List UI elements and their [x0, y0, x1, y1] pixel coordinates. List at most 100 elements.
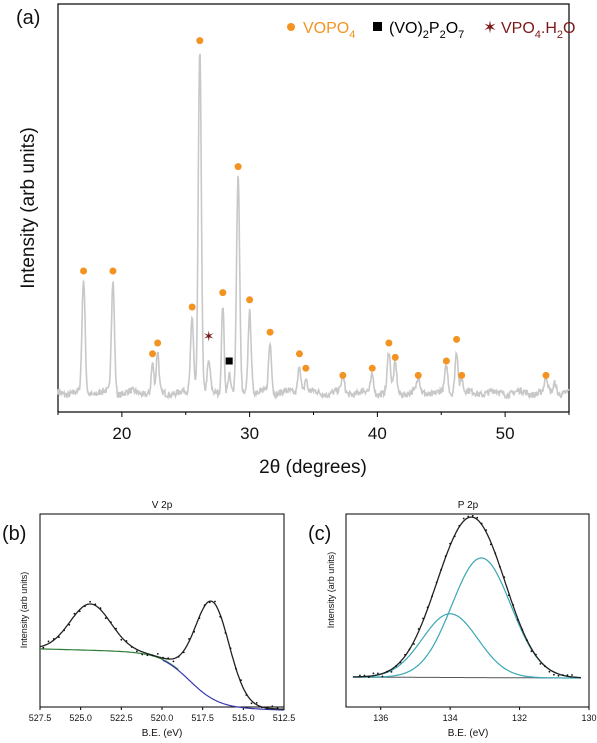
- data-point: [255, 702, 258, 704]
- p2p-component-1: [352, 557, 581, 679]
- data-point: [58, 636, 60, 639]
- data-point: [458, 525, 461, 527]
- panel-a-y-axis-label: Intensity (arb units): [18, 127, 39, 289]
- data-point: [104, 617, 107, 620]
- data-point: [440, 568, 442, 571]
- data-point: [512, 604, 515, 606]
- data-point: [208, 601, 211, 604]
- panel-c-frame: [345, 513, 590, 708]
- x-tick-label: 20: [112, 424, 131, 443]
- data-point: [530, 650, 533, 653]
- vopo4-peak-marker: [149, 350, 157, 358]
- panel-a-x-ticks: 20 30 40 50: [57, 412, 570, 443]
- legend-vo2p2o7-marker: [373, 22, 382, 31]
- data-point: [422, 617, 424, 620]
- data-point: [94, 603, 97, 606]
- legend-vopo4-label: VOPO4: [303, 20, 355, 41]
- vpo4h2o-peak-marker: ✶: [203, 328, 215, 344]
- data-point: [73, 612, 76, 615]
- vopo4-peak-marker: [453, 335, 461, 343]
- panel-a-label: (a): [16, 7, 40, 29]
- vopo4-peak-marker: [368, 364, 376, 372]
- data-point: [125, 640, 128, 642]
- data-point: [156, 653, 159, 655]
- data-point: [498, 565, 501, 568]
- p2p-component-2: [352, 613, 581, 679]
- vopo4-peak-marker: [391, 353, 399, 361]
- data-point: [146, 654, 149, 657]
- data-point: [544, 665, 546, 668]
- v2p-background-green: [40, 648, 179, 670]
- data-point: [188, 638, 190, 640]
- data-point: [377, 672, 379, 675]
- data-point: [214, 600, 216, 603]
- data-point: [68, 623, 71, 626]
- data-point: [359, 674, 361, 677]
- panel-a-peak-markers: ✶: [80, 37, 550, 379]
- data-point: [229, 647, 232, 650]
- data-point: [115, 627, 117, 630]
- data-point: [203, 604, 206, 607]
- x-tick-label: 134: [443, 713, 458, 723]
- data-point: [271, 705, 274, 708]
- data-point: [224, 632, 227, 634]
- data-point: [130, 646, 133, 648]
- data-point: [399, 661, 402, 664]
- data-point: [198, 617, 201, 619]
- data-point: [363, 674, 366, 677]
- x-tick-label: 527.5: [29, 713, 52, 723]
- panel-b-x-axis-label: B.E. (eV): [142, 728, 183, 739]
- x-tick-label: 520.0: [151, 713, 174, 723]
- panel-b-label: (b): [2, 523, 26, 545]
- data-point: [471, 514, 474, 517]
- data-point: [431, 595, 433, 597]
- xrd-pattern-line: [57, 53, 570, 400]
- data-point: [395, 665, 397, 667]
- data-point: [566, 674, 569, 676]
- data-point: [235, 667, 237, 670]
- data-point: [47, 640, 50, 643]
- data-point: [63, 629, 65, 632]
- data-point: [503, 576, 506, 578]
- data-point: [120, 638, 123, 641]
- data-point: [557, 674, 560, 677]
- panel-a: (a) 20 30 40 50 ✶ 2θ (degrees) Intensity (a…: [16, 3, 576, 478]
- legend-vo2p2o7-label: (VO)2P2O7: [389, 20, 464, 41]
- data-point: [494, 552, 497, 555]
- data-point: [52, 638, 55, 640]
- data-point: [78, 610, 81, 613]
- data-point: [276, 707, 279, 710]
- data-point: [381, 675, 384, 678]
- data-point: [453, 535, 456, 538]
- p2p-fit-envelope: [352, 516, 581, 679]
- panel-b-frame: [39, 513, 285, 708]
- data-point: [521, 628, 524, 631]
- panel-a-x-axis-label: 2θ (degrees): [259, 457, 367, 478]
- panel-c-y-axis-label: Intensity (arb units): [326, 552, 336, 629]
- vopo4-peak-marker: [542, 371, 550, 379]
- data-point: [526, 639, 528, 642]
- x-tick-label: 50: [496, 424, 515, 443]
- data-point: [426, 606, 429, 609]
- data-point: [250, 702, 253, 705]
- v2p-background-blue: [162, 659, 284, 711]
- data-point: [408, 648, 411, 651]
- vopo4-peak-marker: [109, 267, 117, 275]
- v2p-data-points: [42, 600, 279, 710]
- vopo4-peak-marker: [302, 364, 310, 372]
- vopo4-peak-marker: [219, 289, 227, 297]
- data-point: [417, 628, 420, 630]
- x-tick-label: 517.5: [191, 713, 214, 723]
- panel-b-y-axis-label: Intensity (arb units): [19, 572, 29, 649]
- data-point: [444, 555, 447, 557]
- data-point: [507, 594, 510, 597]
- data-point: [539, 663, 542, 665]
- data-point: [516, 618, 519, 621]
- x-tick-label: 30: [240, 424, 259, 443]
- vopo4-peak-marker: [234, 163, 242, 171]
- data-point: [110, 621, 112, 623]
- data-point: [476, 516, 479, 519]
- panel-c-label: (c): [308, 523, 331, 545]
- data-point: [167, 657, 170, 660]
